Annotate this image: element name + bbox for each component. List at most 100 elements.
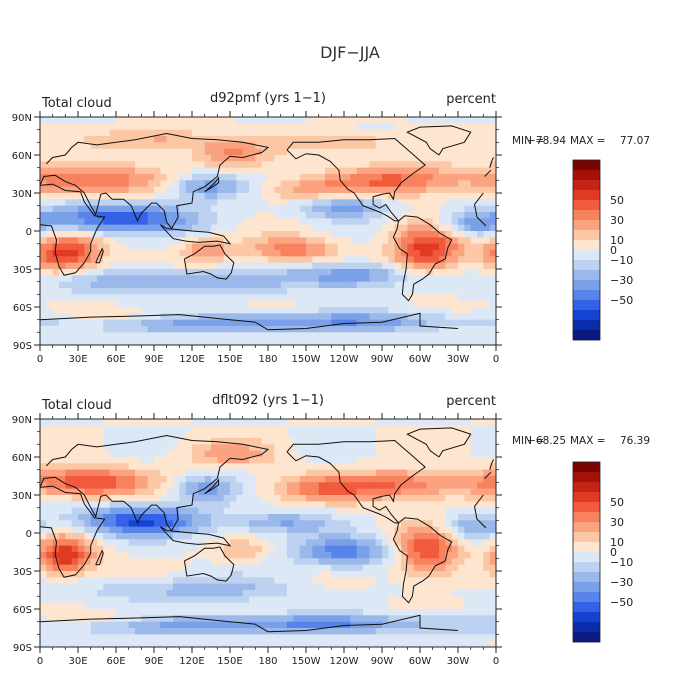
heatmap-cell [147,577,155,585]
heatmap-cell [116,545,123,553]
heatmap-cell [84,552,92,559]
heatmap-cell [470,539,478,547]
heatmap-cell [470,129,478,137]
heatmap-cell [249,307,256,314]
heatmap-cell [306,520,313,528]
heatmap-cell [179,444,187,452]
heatmap-cell [325,155,332,162]
heatmap-cell [464,262,472,270]
heatmap-cell [185,577,193,585]
heatmap-cell [261,218,269,226]
heatmap-cell [483,469,491,477]
heatmap-cell [71,231,79,238]
heatmap-cell [451,596,459,604]
heatmap-cell [154,450,161,458]
heatmap-cell [356,155,364,162]
heatmap-cell [293,590,301,597]
heatmap-cell [128,262,136,270]
heatmap-cell [204,243,212,251]
heatmap-cell [299,269,307,276]
heatmap-cell [52,564,60,572]
heatmap-cell [211,123,218,131]
heatmap-cell [401,129,408,137]
heatmap-cell [299,463,307,471]
heatmap-cell [356,193,364,200]
heatmap-cell [363,307,370,314]
heatmap-cell [204,231,212,238]
heatmap-cell [426,558,434,566]
heatmap-cell [128,514,136,521]
heatmap-cell [255,545,263,553]
heatmap-cell [185,419,193,426]
heatmap-cell [312,326,320,333]
colorbar-swatch [573,260,600,271]
heatmap-cell [356,123,364,131]
heatmap-cell [477,307,484,314]
heatmap-cell [128,558,136,566]
heatmap-cell [255,218,263,226]
heatmap-cell [394,419,402,426]
heatmap-cell [166,307,174,314]
heatmap-cell [407,281,415,289]
heatmap-cell [179,419,187,426]
heatmap-cell [103,539,111,547]
heatmap-cell [204,577,212,585]
heatmap-cell [223,571,231,578]
heatmap-cell [40,444,47,452]
heatmap-cell [78,123,85,131]
heatmap-cell [445,218,453,226]
heatmap-cell [135,450,142,458]
heatmap-cell [331,174,339,181]
heatmap-cell [65,256,73,264]
heatmap-cell [312,174,320,181]
heatmap-cell [46,123,54,131]
heatmap-cell [458,136,465,143]
heatmap-cell [179,262,187,270]
heatmap-cell [84,526,92,534]
heatmap-cell [312,300,320,308]
heatmap-cell [344,590,351,597]
heatmap-cell [420,129,427,137]
heatmap-cell [192,431,199,439]
heatmap-cell [426,300,434,308]
heatmap-cell [223,294,231,302]
heatmap-cell [71,269,79,276]
panel-top-min-value: −78.94 [527,135,566,147]
heatmap-cell [78,167,85,175]
heatmap-cell [211,167,218,175]
heatmap-cell [337,319,345,327]
heatmap-cell [59,482,66,490]
heatmap-cell [458,419,465,426]
heatmap-cell [439,148,446,156]
heatmap-cell [407,488,415,496]
heatmap-cell [185,123,193,131]
heatmap-cell [426,180,434,188]
heatmap-cell [439,142,446,150]
heatmap-cell [109,136,117,143]
heatmap-cell [255,558,263,566]
heatmap-cell [483,199,491,207]
heatmap-cell [363,117,370,124]
heatmap-cell [160,457,168,464]
heatmap-cell [375,167,383,175]
heatmap-cell [154,180,161,188]
heatmap-cell [413,463,421,471]
heatmap-cell [230,533,237,540]
heatmap-cell [318,476,326,483]
heatmap-cell [52,552,60,559]
heatmap-cell [65,539,73,547]
heatmap-cell [451,180,459,188]
heatmap-cell [122,186,130,194]
heatmap-cell [223,250,231,257]
heatmap-cell [160,281,168,289]
heatmap-cell [141,313,149,321]
heatmap-cell [350,583,358,591]
heatmap-cell [128,136,136,143]
heatmap-cell [141,231,149,238]
heatmap-cell [299,288,307,295]
heatmap-cell [337,294,345,302]
heatmap-cell [369,450,377,458]
heatmap-cell [109,469,117,477]
heatmap-cell [299,142,307,150]
heatmap-cell [230,167,237,175]
